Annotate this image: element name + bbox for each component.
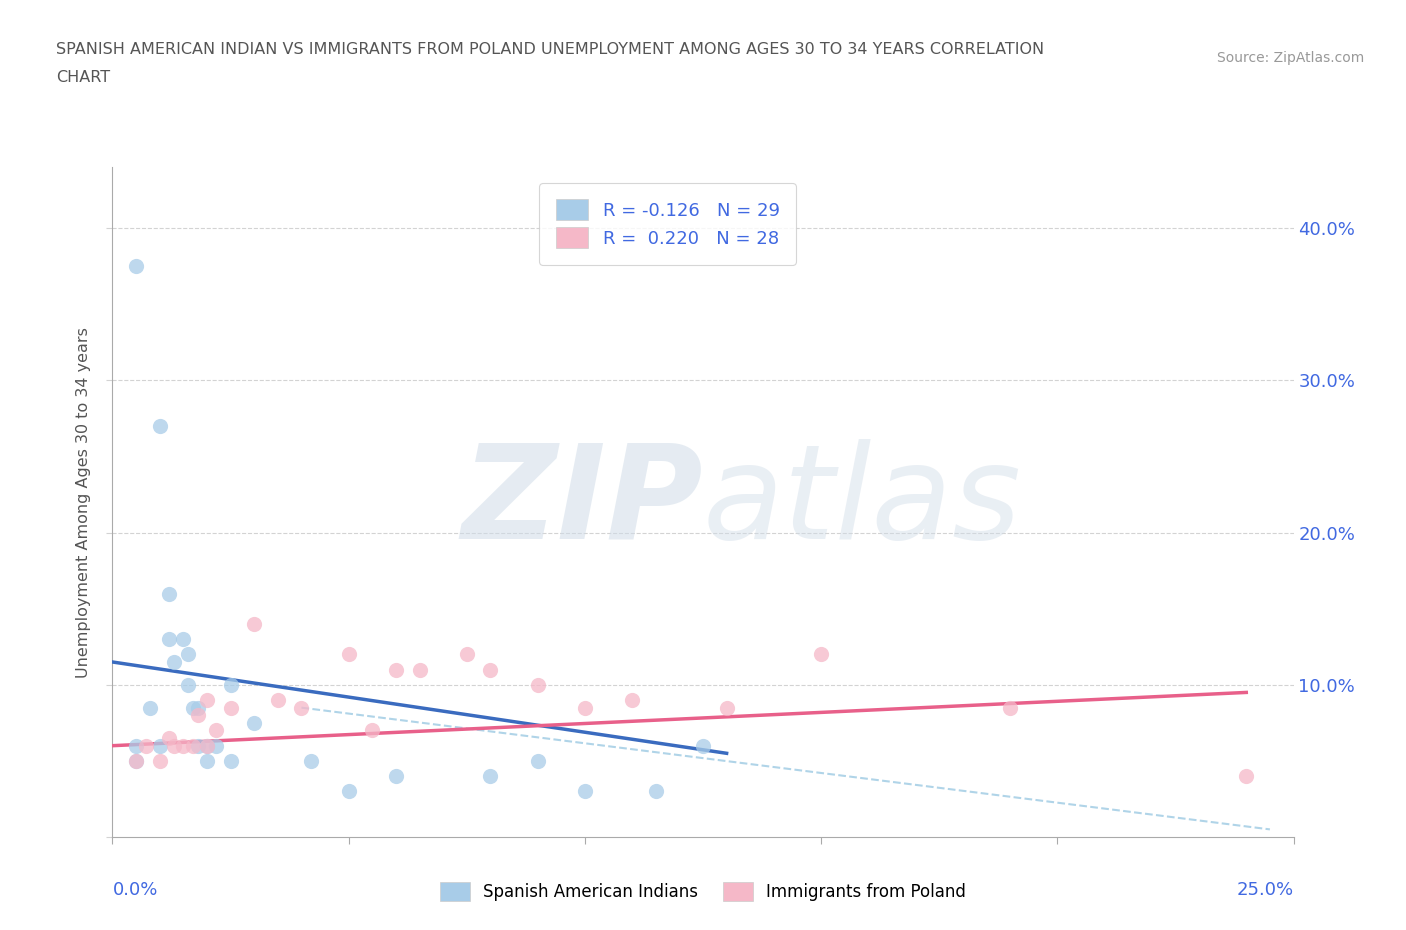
Point (243, 715, 266, 730)
Point (574, 700, 596, 715)
Point (243, 617, 266, 631)
Point (267, 693, 290, 708)
Point (163, 655, 186, 670)
Point (456, 647, 478, 662)
Point (205, 738, 228, 753)
Point (125, 738, 148, 753)
Point (408, 662, 430, 677)
Point (125, 753, 148, 768)
Point (692, 738, 714, 753)
Point (479, 769, 502, 784)
Point (149, 418, 172, 433)
Point (157, 586, 180, 601)
Point (125, 259, 148, 273)
Point (186, 738, 208, 753)
Text: ZIP: ZIP (461, 439, 703, 565)
Point (195, 753, 218, 768)
Point (998, 700, 1021, 715)
Point (177, 647, 200, 662)
Text: CHART: CHART (56, 70, 110, 85)
Point (135, 738, 157, 753)
Text: 0.0%: 0.0% (112, 881, 157, 898)
Point (149, 738, 172, 753)
Point (644, 784, 666, 799)
Point (810, 647, 832, 662)
Text: Source: ZipAtlas.com: Source: ZipAtlas.com (1216, 51, 1364, 65)
Point (219, 700, 242, 715)
Legend: R = -0.126   N = 29, R =  0.220   N = 28: R = -0.126 N = 29, R = 0.220 N = 28 (540, 183, 796, 264)
Point (125, 753, 148, 768)
Point (186, 708, 208, 723)
Point (385, 769, 408, 784)
Point (195, 738, 218, 753)
Point (299, 753, 322, 768)
Point (1234, 769, 1257, 784)
Point (219, 753, 242, 768)
Point (526, 753, 548, 768)
Text: 25.0%: 25.0% (1236, 881, 1294, 898)
Point (157, 731, 180, 746)
Point (361, 723, 384, 737)
Point (219, 677, 242, 692)
Point (716, 700, 738, 715)
Point (290, 700, 312, 715)
Point (205, 723, 228, 737)
Point (337, 647, 360, 662)
Point (163, 738, 186, 753)
Point (139, 700, 162, 715)
Point (574, 784, 596, 799)
Point (526, 677, 548, 692)
Point (195, 738, 218, 753)
Point (172, 738, 194, 753)
Point (181, 738, 204, 753)
Point (479, 662, 502, 677)
Y-axis label: Unemployment Among Ages 30 to 34 years: Unemployment Among Ages 30 to 34 years (76, 326, 91, 678)
Point (157, 631, 180, 646)
Point (621, 693, 644, 708)
Text: SPANISH AMERICAN INDIAN VS IMMIGRANTS FROM POLAND UNEMPLOYMENT AMONG AGES 30 TO : SPANISH AMERICAN INDIAN VS IMMIGRANTS FR… (56, 42, 1045, 57)
Point (181, 700, 204, 715)
Point (195, 693, 218, 708)
Point (337, 784, 360, 799)
Text: atlas: atlas (703, 439, 1022, 565)
Point (177, 677, 200, 692)
Point (172, 631, 194, 646)
Point (385, 662, 408, 677)
Legend: Spanish American Indians, Immigrants from Poland: Spanish American Indians, Immigrants fro… (433, 875, 973, 908)
Point (186, 700, 208, 715)
Point (149, 753, 172, 768)
